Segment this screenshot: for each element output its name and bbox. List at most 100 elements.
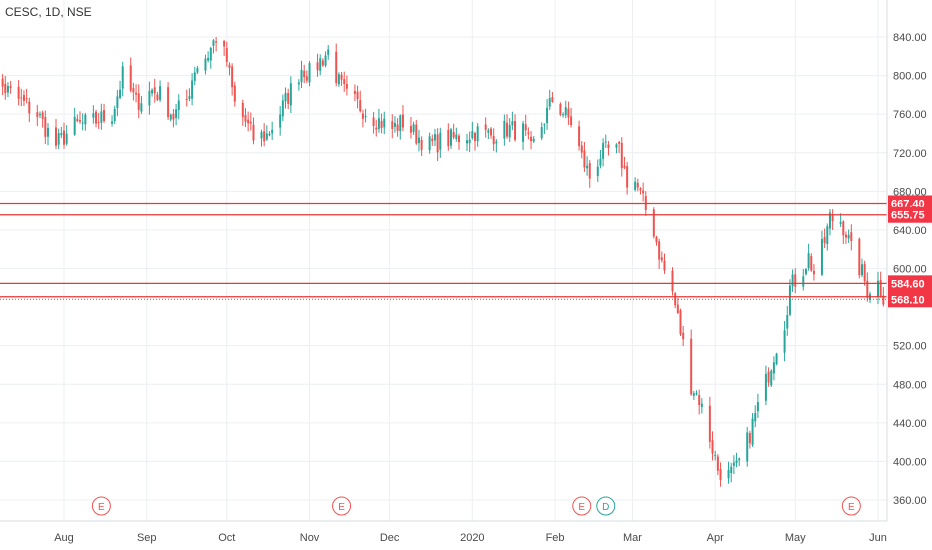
candle-body: [866, 280, 869, 298]
candle-body: [356, 91, 359, 99]
candle-body: [540, 127, 543, 139]
candle: [247, 111, 250, 132]
candle-body: [353, 90, 356, 94]
candle: [212, 39, 215, 54]
candle: [297, 79, 300, 91]
candle-body: [447, 129, 450, 147]
earnings-marker[interactable]: E: [572, 496, 592, 516]
candle-body: [879, 279, 882, 297]
candle-body: [207, 57, 210, 61]
candle: [551, 91, 554, 103]
candle: [674, 292, 677, 309]
candle-body: [95, 111, 98, 124]
candle: [167, 82, 170, 120]
candle-body: [877, 280, 879, 297]
grid: [0, 0, 887, 521]
candle: [559, 102, 562, 117]
candle: [812, 264, 815, 281]
candle-body: [433, 134, 436, 141]
candle-body: [719, 468, 722, 480]
candle-body: [810, 256, 813, 271]
candle-body: [137, 93, 140, 110]
candle-body: [79, 120, 82, 122]
candle: [281, 94, 284, 122]
level-price-label: 584.60: [888, 275, 932, 292]
horizontal-levels: [0, 202, 887, 300]
candle-body: [177, 100, 180, 110]
event-marker-circle: [572, 496, 592, 516]
candle: [249, 112, 252, 131]
earnings-marker[interactable]: E: [332, 496, 352, 516]
candle-body: [578, 126, 581, 147]
candle: [204, 54, 207, 75]
candle: [716, 454, 719, 476]
candle-body: [772, 362, 775, 374]
candle: [412, 121, 415, 136]
candle-body: [263, 131, 266, 142]
candle-body: [25, 98, 28, 100]
candle-body: [436, 134, 439, 153]
candle-body: [767, 371, 770, 383]
candle: [615, 143, 618, 154]
candle-body: [562, 114, 565, 116]
earnings-marker[interactable]: E: [841, 496, 861, 516]
candle-body: [54, 127, 57, 146]
candle-body: [57, 133, 60, 145]
candle: [1, 74, 4, 95]
candle-body: [548, 98, 551, 107]
candle: [9, 80, 12, 94]
candle-body: [380, 120, 383, 128]
candle-body: [788, 285, 791, 315]
earnings-marker[interactable]: E: [91, 496, 111, 516]
candle: [431, 134, 434, 146]
candle: [223, 39, 226, 57]
candle: [514, 114, 517, 142]
candle: [268, 131, 271, 137]
candle-body: [44, 117, 47, 137]
candle: [428, 132, 431, 154]
candle: [735, 452, 738, 468]
candle-body: [340, 74, 343, 80]
candle-body: [265, 133, 268, 140]
candle-body: [559, 104, 562, 115]
candle-body: [623, 165, 626, 168]
candle: [858, 237, 861, 279]
candle-body: [359, 100, 362, 112]
candle: [215, 36, 218, 52]
dividend-marker[interactable]: D: [596, 496, 616, 516]
candle-body: [372, 117, 375, 126]
y-tick-label: 520.00: [893, 341, 927, 353]
candle: [639, 187, 642, 195]
candle: [129, 57, 132, 93]
candle: [607, 140, 610, 156]
candle-body: [468, 139, 471, 144]
candle-body: [495, 141, 498, 144]
candle: [391, 114, 394, 139]
time-axis[interactable]: Aug Sep Oct Nov Dec 2020 Feb Mar Apr May Jun: [54, 532, 887, 544]
y-tick-label: 480.00: [893, 379, 927, 391]
price-axis[interactable]: 360.00 400.00 440.00 480.00 520.00 600.00 640.…: [893, 32, 927, 507]
candle: [337, 72, 340, 87]
candle: [810, 253, 813, 272]
candle: [271, 121, 274, 140]
candle: [92, 105, 95, 124]
candle: [159, 80, 162, 103]
candle-body: [225, 48, 228, 63]
candle-body: [289, 83, 292, 106]
candle-body: [863, 263, 866, 282]
candle: [578, 120, 581, 151]
candle-body: [580, 145, 583, 153]
candle-body: [882, 295, 885, 305]
candle: [508, 118, 511, 142]
candle-body: [148, 90, 151, 106]
candle: [474, 131, 477, 151]
candle: [76, 114, 79, 123]
candle-body: [428, 136, 431, 151]
candle: [38, 111, 41, 119]
candle-body: [417, 137, 420, 144]
candle: [783, 320, 786, 362]
candle: [775, 352, 778, 366]
candle: [794, 268, 797, 294]
